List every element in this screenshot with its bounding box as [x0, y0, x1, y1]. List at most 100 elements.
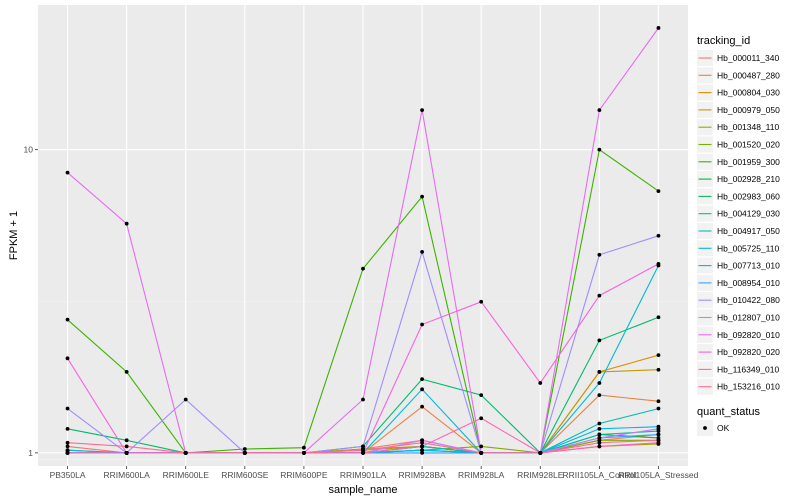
- data-point: [65, 406, 70, 411]
- data-point: [65, 440, 70, 445]
- legend-label: Hb_092820_010: [717, 330, 780, 340]
- data-point: [479, 299, 484, 304]
- legend-tracking-id: tracking_id Hb_000011_340 Hb_000487_280 Hb…: [697, 35, 780, 395]
- y-axis: 1 10: [24, 145, 38, 458]
- legend-label: Hb_000804_030: [717, 88, 780, 98]
- data-point: [361, 266, 365, 271]
- legend-label: Hb_092820_020: [717, 347, 780, 357]
- data-point: [420, 450, 424, 455]
- data-point: [597, 147, 602, 152]
- shape-legend-label: OK: [717, 423, 730, 433]
- legend-label: Hb_002928_210: [717, 174, 780, 184]
- legend-label: Hb_010422_080: [717, 295, 780, 305]
- data-point: [597, 252, 602, 257]
- x-tick-label: RRIM928LA: [458, 470, 505, 480]
- data-point: [479, 444, 484, 449]
- data-point: [420, 404, 424, 409]
- legend-title: tracking_id: [697, 35, 750, 47]
- data-point: [65, 444, 70, 449]
- data-point: [124, 438, 129, 443]
- data-point: [597, 436, 602, 440]
- data-point: [242, 450, 247, 455]
- data-point: [597, 432, 602, 437]
- data-point: [597, 444, 602, 449]
- data-point: [361, 444, 365, 449]
- x-axis: PB350LA RRIM600LA RRIM600LE RRIM600SE RRIM60…: [50, 466, 699, 480]
- data-point: [656, 261, 661, 266]
- data-point: [65, 317, 70, 322]
- data-point: [124, 450, 129, 455]
- x-axis-title: sample_name: [328, 484, 397, 496]
- legend-key-point: [703, 426, 707, 430]
- legend-label: Hb_001348_110: [717, 122, 780, 132]
- data-point: [656, 26, 661, 30]
- shape-legend-title: quant_status: [697, 406, 760, 418]
- data-point: [656, 399, 661, 404]
- x-tick-label: RRIM928LE: [517, 470, 564, 480]
- data-point: [597, 108, 602, 113]
- data-point: [420, 440, 424, 445]
- data-point: [183, 397, 188, 402]
- data-point: [420, 444, 424, 449]
- data-point: [65, 448, 70, 453]
- legend-label: Hb_002983_060: [717, 191, 780, 201]
- data-points: [65, 26, 661, 455]
- legend-label: Hb_001520_020: [717, 140, 780, 150]
- data-point: [420, 108, 424, 113]
- data-point: [420, 377, 424, 382]
- data-point: [656, 233, 661, 238]
- data-point: [656, 426, 661, 431]
- data-point: [183, 450, 188, 455]
- legend-label: Hb_004917_050: [717, 226, 780, 236]
- x-tick-label: RRIM928BA: [398, 470, 446, 480]
- data-point: [124, 221, 129, 226]
- data-point: [302, 450, 306, 455]
- data-point: [656, 353, 661, 358]
- data-point: [656, 189, 661, 194]
- data-point: [420, 387, 424, 392]
- data-point: [538, 381, 543, 385]
- x-tick-label: PB350LA: [50, 470, 86, 480]
- data-point: [124, 444, 129, 449]
- data-point: [361, 448, 365, 453]
- data-point: [65, 356, 70, 361]
- data-point: [597, 381, 602, 385]
- data-point: [597, 369, 602, 374]
- y-tick-label: 1: [28, 448, 33, 458]
- data-point: [65, 426, 70, 431]
- gridlines: [38, 5, 688, 466]
- x-tick-label: RRIM600LE: [163, 470, 210, 480]
- legend-label: Hb_012807_010: [717, 313, 780, 323]
- legend-label: Hb_000487_280: [717, 70, 780, 80]
- legend-label: Hb_001959_300: [717, 157, 780, 167]
- legend-quant-status: quant_status OK: [697, 406, 760, 436]
- legend-label: Hb_000979_050: [717, 105, 780, 115]
- data-point: [124, 369, 129, 374]
- legend-label: Hb_007713_010: [717, 261, 780, 271]
- legend-label: Hb_004129_030: [717, 209, 780, 219]
- data-point: [420, 194, 424, 199]
- data-point: [656, 315, 661, 320]
- x-tick-label: RRIM600SE: [221, 470, 269, 480]
- data-point: [597, 426, 602, 431]
- legend-label: Hb_000011_340: [717, 53, 780, 63]
- legend-label: Hb_153216_010: [717, 382, 780, 392]
- data-point: [479, 416, 484, 421]
- x-tick-label: RRII105LA_Stressed: [619, 470, 699, 480]
- data-point: [242, 447, 247, 451]
- x-tick-label: RRIM901LA: [340, 470, 387, 480]
- data-point: [65, 170, 70, 175]
- data-point: [361, 450, 365, 455]
- data-point: [597, 338, 602, 343]
- x-tick-label: RRIM600PE: [280, 470, 328, 480]
- data-point: [597, 293, 602, 298]
- data-point: [479, 393, 484, 398]
- data-point: [597, 421, 602, 426]
- data-point: [420, 448, 424, 453]
- data-point: [597, 440, 602, 445]
- x-tick-label: RRII105LA_Control: [563, 470, 637, 480]
- data-point: [65, 450, 70, 455]
- data-point: [302, 445, 306, 450]
- legend-label: Hb_008954_010: [717, 278, 780, 288]
